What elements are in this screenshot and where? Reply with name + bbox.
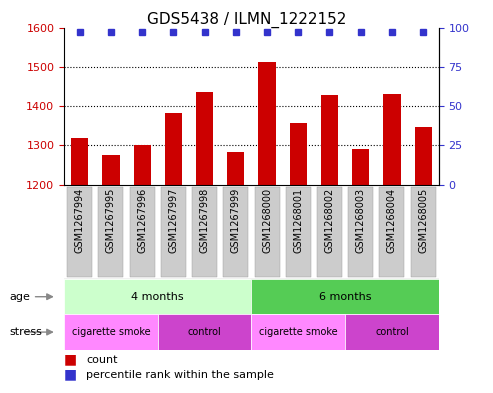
Bar xyxy=(345,314,439,350)
Text: GSM1268002: GSM1268002 xyxy=(324,187,334,253)
Text: GSM1267996: GSM1267996 xyxy=(137,187,147,253)
Text: control: control xyxy=(375,327,409,337)
Text: GSM1268003: GSM1268003 xyxy=(356,187,366,253)
Text: GSM1267994: GSM1267994 xyxy=(75,187,85,253)
Text: GSM1268005: GSM1268005 xyxy=(418,187,428,253)
Bar xyxy=(134,145,151,185)
Text: 6 months: 6 months xyxy=(319,292,371,302)
FancyBboxPatch shape xyxy=(161,187,186,277)
FancyBboxPatch shape xyxy=(192,187,217,277)
Text: GSM1267999: GSM1267999 xyxy=(231,187,241,253)
FancyBboxPatch shape xyxy=(99,187,123,277)
Bar xyxy=(251,279,439,314)
Bar xyxy=(258,62,276,185)
Text: control: control xyxy=(188,327,221,337)
Text: stress: stress xyxy=(10,327,43,337)
Text: GDS5438 / ILMN_1222152: GDS5438 / ILMN_1222152 xyxy=(147,12,346,28)
Bar xyxy=(64,314,158,350)
Text: cigarette smoke: cigarette smoke xyxy=(259,327,338,337)
Bar xyxy=(321,95,338,185)
Text: cigarette smoke: cigarette smoke xyxy=(71,327,150,337)
Bar xyxy=(415,127,432,185)
FancyBboxPatch shape xyxy=(223,187,248,277)
Bar xyxy=(384,94,400,185)
Bar xyxy=(158,314,251,350)
FancyBboxPatch shape xyxy=(411,187,436,277)
FancyBboxPatch shape xyxy=(130,187,155,277)
FancyBboxPatch shape xyxy=(317,187,342,277)
Text: count: count xyxy=(86,354,118,365)
Text: GSM1268004: GSM1268004 xyxy=(387,187,397,253)
Text: percentile rank within the sample: percentile rank within the sample xyxy=(86,369,274,380)
Bar xyxy=(251,314,345,350)
Text: GSM1267997: GSM1267997 xyxy=(169,187,178,253)
Text: age: age xyxy=(10,292,31,302)
Text: ■: ■ xyxy=(64,367,77,382)
Bar xyxy=(290,123,307,185)
Text: ■: ■ xyxy=(64,353,77,367)
Bar xyxy=(165,113,182,185)
Text: GSM1267995: GSM1267995 xyxy=(106,187,116,253)
Text: GSM1268000: GSM1268000 xyxy=(262,187,272,253)
FancyBboxPatch shape xyxy=(286,187,311,277)
Text: GSM1268001: GSM1268001 xyxy=(293,187,303,253)
Bar xyxy=(71,138,88,185)
FancyBboxPatch shape xyxy=(380,187,404,277)
FancyBboxPatch shape xyxy=(348,187,373,277)
FancyBboxPatch shape xyxy=(67,187,92,277)
FancyBboxPatch shape xyxy=(254,187,280,277)
Bar xyxy=(103,155,119,185)
Bar xyxy=(64,279,251,314)
Bar xyxy=(196,92,213,185)
Text: GSM1267998: GSM1267998 xyxy=(200,187,210,253)
Bar xyxy=(227,152,245,185)
Text: 4 months: 4 months xyxy=(132,292,184,302)
Bar xyxy=(352,149,369,185)
